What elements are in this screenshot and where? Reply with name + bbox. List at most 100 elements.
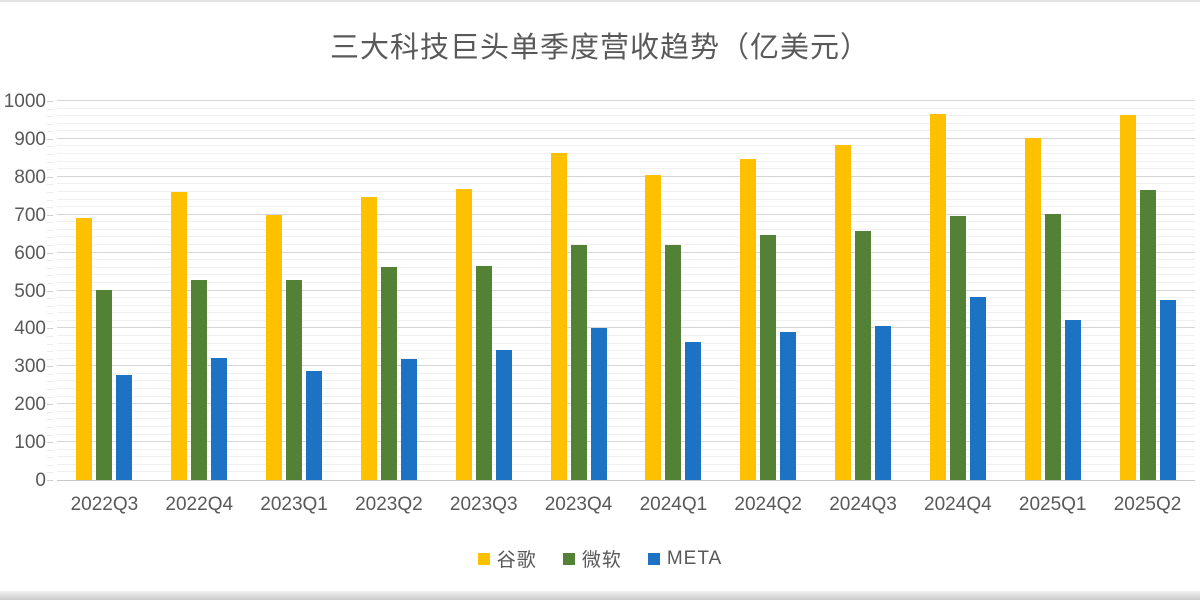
gridline-minor [57, 281, 1195, 283]
bar-google-2025q2 [1119, 114, 1136, 480]
y-axis-tick-mark [47, 343, 53, 345]
bar-microsoft-2024q4 [949, 216, 966, 480]
legend-label-meta: META [666, 547, 723, 569]
y-axis-tick-mark [47, 245, 53, 247]
y-axis-tick-label: 900 [14, 128, 46, 150]
bar-meta-2024q3 [875, 326, 892, 480]
gridline-major [57, 137, 1195, 139]
bar-google-2023q1 [266, 215, 283, 480]
gridline-minor [57, 153, 1195, 155]
bar-meta-2023q4 [590, 328, 607, 480]
gridline-minor [57, 463, 1195, 465]
gridline-minor [57, 388, 1195, 390]
bar-google-2023q3 [455, 189, 472, 480]
y-axis-tick-mark [47, 305, 53, 307]
legend: 谷歌 微软 META [0, 545, 1200, 572]
gridline-minor [57, 357, 1195, 359]
bar-microsoft-2025q2 [1139, 190, 1156, 480]
gridline-minor [57, 425, 1195, 427]
y-axis-tick-mark [47, 313, 53, 315]
y-axis-tick-mark [47, 176, 53, 178]
bar-microsoft-2024q1 [665, 245, 682, 480]
gridline-minor [57, 334, 1195, 336]
y-axis-tick-mark [47, 328, 53, 330]
y-axis-tick-mark [47, 396, 53, 398]
y-axis-tick-label: 400 [14, 318, 46, 340]
y-axis-tick-mark [47, 252, 53, 254]
legend-item-google: 谷歌 [477, 545, 537, 572]
bar-google-2022q3 [76, 218, 93, 480]
gridline-major [57, 213, 1195, 215]
y-axis-tick-mark [47, 290, 53, 292]
y-axis-tick-mark [47, 472, 53, 474]
legend-swatch-meta [647, 552, 660, 565]
bar-microsoft-2023q2 [380, 267, 397, 480]
y-axis-tick-mark [47, 199, 53, 201]
bar-group-2025q2 [1100, 102, 1195, 480]
x-axis-tick-label: 2022Q4 [165, 494, 234, 515]
bar-group-2024q3 [816, 102, 911, 480]
bar-google-2024q2 [740, 159, 757, 480]
gridline-minor [57, 160, 1195, 162]
y-axis-tick-mark [47, 442, 53, 444]
y-axis-tick-label: 1000 [3, 91, 46, 112]
bar-google-2024q1 [645, 174, 662, 480]
y-axis-tick-mark [47, 373, 53, 375]
gridline-major [57, 403, 1195, 405]
legend-item-microsoft: 微软 [562, 545, 622, 572]
bar-google-2024q3 [835, 145, 852, 480]
bar-google-2025q1 [1024, 138, 1041, 480]
y-axis-tick-label: 100 [14, 432, 46, 454]
y-axis-tick-label: 800 [14, 166, 46, 188]
gridline-minor [57, 198, 1195, 200]
plot-area [57, 100, 1195, 481]
gridline-minor [57, 130, 1195, 132]
bar-microsoft-2023q3 [475, 265, 492, 480]
bar-microsoft-2024q3 [855, 231, 872, 480]
bar-microsoft-2025q1 [1044, 214, 1061, 480]
y-axis-tick-mark [47, 123, 53, 125]
y-axis-tick-mark [47, 169, 53, 171]
bar-groups [57, 102, 1195, 480]
gridline-minor [57, 183, 1195, 185]
bar-microsoft-2023q4 [570, 245, 587, 480]
y-axis-tick-mark [47, 282, 53, 284]
y-axis-tick-mark [47, 214, 53, 216]
y-axis-tick-mark [47, 146, 53, 148]
gridline-minor [57, 190, 1195, 192]
bar-microsoft-2022q3 [96, 290, 113, 480]
x-axis-tick-label: 2023Q1 [260, 494, 328, 515]
gridline-minor [57, 372, 1195, 374]
y-axis-tick-mark [47, 237, 53, 239]
gridline-minor [57, 122, 1195, 124]
y-axis-tick-label: 700 [14, 204, 46, 226]
gridline-minor [57, 206, 1195, 208]
x-axis-tick-label: 2024Q2 [734, 494, 803, 515]
y-axis-tick-mark [47, 419, 53, 421]
y-axis-tick-mark [47, 411, 53, 413]
gridline-minor [57, 145, 1195, 147]
bar-group-2025q1 [1005, 102, 1100, 480]
y-axis-tick-mark [47, 138, 53, 140]
bar-group-2024q2 [721, 102, 816, 480]
gridline-minor [57, 312, 1195, 314]
bar-google-2022q4 [171, 191, 188, 480]
gridline-minor [57, 342, 1195, 344]
y-axis-tick-mark [47, 260, 53, 262]
x-axis-tick-label: 2024Q4 [924, 494, 992, 515]
x-axis-tick-label: 2023Q4 [544, 494, 613, 515]
bar-microsoft-2023q1 [286, 279, 303, 480]
y-axis-tick-mark [47, 449, 53, 451]
y-axis-tick-mark [47, 389, 53, 391]
gridline-minor [57, 221, 1195, 223]
x-axis-tick-label: 2024Q1 [639, 494, 708, 515]
y-axis-tick-label: 0 [35, 470, 46, 491]
y-axis-tick-mark [47, 267, 53, 269]
gridline-major [57, 251, 1195, 253]
gridline-major [57, 100, 1195, 101]
gridline-minor [57, 115, 1195, 117]
bar-meta-2023q1 [306, 371, 323, 480]
y-axis-tick-mark [47, 161, 53, 163]
x-axis-tick-label: 2025Q1 [1018, 494, 1087, 515]
y-axis-tick-mark [47, 426, 53, 428]
